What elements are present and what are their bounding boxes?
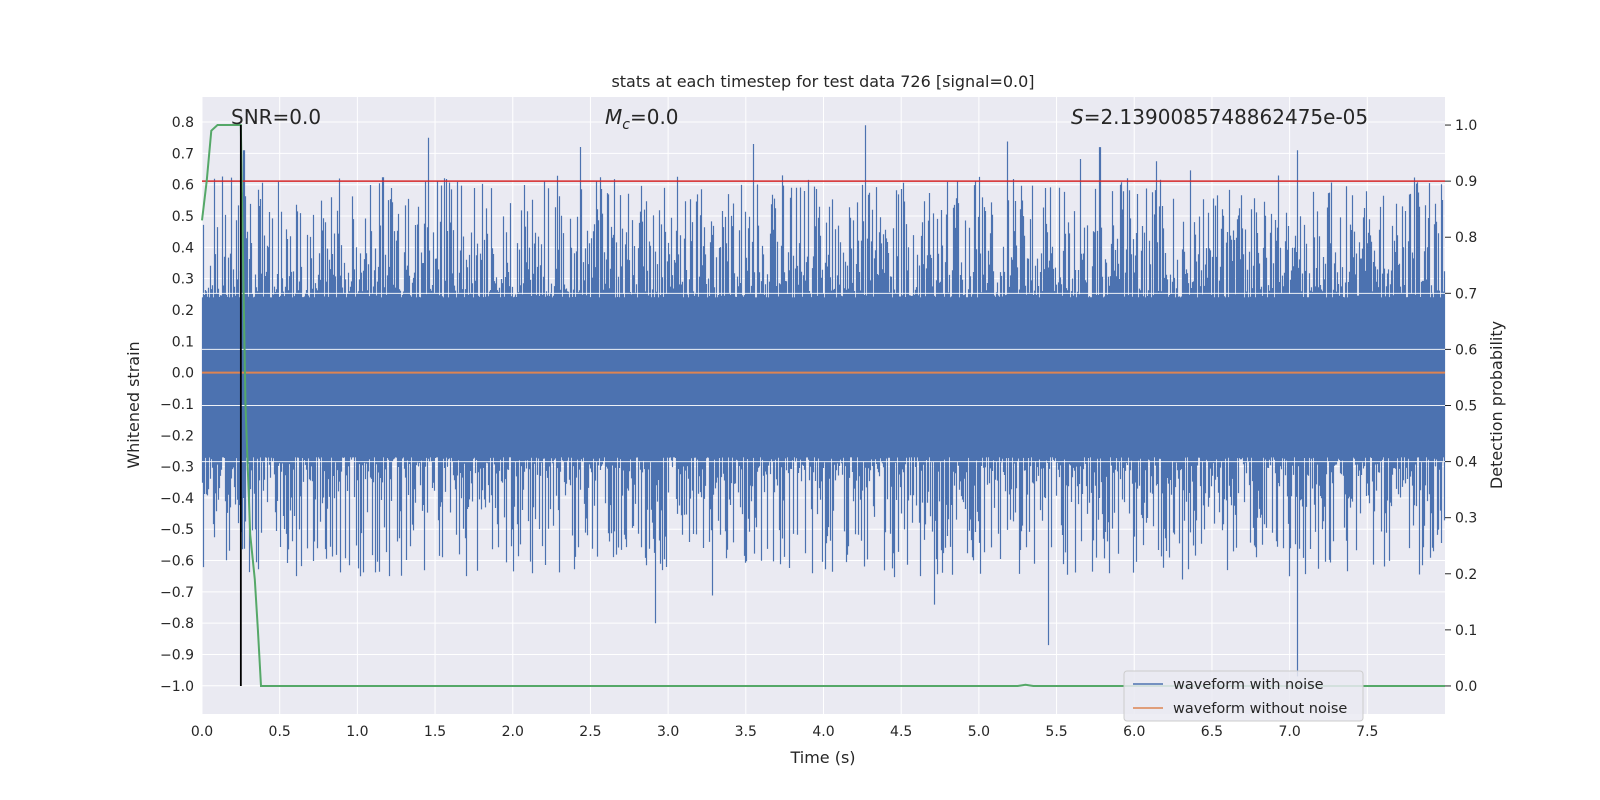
y2-tick-label: 0.9 <box>1455 174 1477 190</box>
y-tick-label: −0.3 <box>160 460 194 476</box>
y2-tick-label: 0.3 <box>1455 511 1477 527</box>
y2-tick-label: 0.1 <box>1455 623 1477 639</box>
lines <box>201 124 1445 687</box>
y2-tick-label: 0.4 <box>1455 455 1477 471</box>
x-tick-label: 3.5 <box>735 724 757 740</box>
y-axis-label: Whitened strain <box>124 341 143 468</box>
y2-tick-label: 0.5 <box>1455 399 1477 415</box>
s-value: =2.1390085748862475e-05 <box>1084 105 1368 129</box>
chirp-mass-subscript: c <box>622 117 630 133</box>
x-tick-label: 1.5 <box>424 724 446 740</box>
y-tick-label: −0.6 <box>160 554 194 570</box>
y-tick-label: −1.0 <box>160 679 194 695</box>
x-tick-label: 3.0 <box>657 724 679 740</box>
y2-axis-label: Detection probability <box>1487 321 1506 489</box>
y-tick-label: −0.1 <box>160 397 194 413</box>
chirp-mass-value: =0.0 <box>630 105 679 129</box>
waveform-with-noise-series <box>201 125 1446 677</box>
x-tick-label: 7.5 <box>1356 724 1378 740</box>
chart-title: stats at each timestep for test data 726… <box>611 72 1034 91</box>
y2-tick-label: 0.7 <box>1455 286 1477 302</box>
x-tick-label: 4.5 <box>890 724 912 740</box>
x-tick-label: 2.0 <box>502 724 524 740</box>
y-tick-label: −0.7 <box>160 585 194 601</box>
y2-tick-label: 0.6 <box>1455 342 1477 358</box>
y-tick-label: 0.0 <box>172 366 194 382</box>
y-tick-label: 0.5 <box>172 209 194 225</box>
y2-tick-label: 0.0 <box>1455 679 1477 695</box>
legend-label-clean: waveform without noise <box>1173 701 1347 717</box>
x-tick-label: 5.0 <box>968 724 990 740</box>
y-tick-label: −0.9 <box>160 647 194 663</box>
y-tick-label: −0.4 <box>160 491 194 507</box>
x-tick-label: 2.5 <box>579 724 601 740</box>
y-tick-label: −0.2 <box>160 428 194 444</box>
x-tick-label: 0.5 <box>269 724 291 740</box>
y-tick-label: 0.4 <box>172 240 194 256</box>
y2-tick-label: 0.2 <box>1455 567 1477 583</box>
s-annotation: S=2.1390085748862475e-05 <box>1071 105 1368 129</box>
legend: waveform with noise waveform without noi… <box>1123 670 1364 722</box>
legend-label-noise: waveform with noise <box>1173 677 1324 693</box>
y-tick-label: 0.7 <box>172 146 194 162</box>
y-tick-label: 0.2 <box>172 303 194 319</box>
y-tick-label: −0.5 <box>160 522 194 538</box>
x-tick-label: 4.0 <box>812 724 834 740</box>
y-tick-label: 0.1 <box>172 334 194 350</box>
y2-tick-label: 1.0 <box>1455 118 1477 134</box>
x-tick-label: 6.0 <box>1123 724 1145 740</box>
x-tick-label: 6.5 <box>1201 724 1223 740</box>
y-tick-label: −0.8 <box>160 616 194 632</box>
waveform-with-noise-core <box>202 297 1445 458</box>
ticks: 0.0 0.5 1.0 1.5 2.0 2.5 3.0 3.5 4.0 4.5 5.0 5.5 6.0 6… <box>160 115 1477 740</box>
chirp-mass-symbol: M <box>605 105 622 129</box>
x-axis-label: Time (s) <box>789 748 855 767</box>
legend-box <box>1123 670 1364 722</box>
x-tick-label: 5.5 <box>1045 724 1067 740</box>
x-tick-label: 7.0 <box>1278 724 1300 740</box>
y2-tick-label: 0.8 <box>1455 230 1477 246</box>
x-tick-label: 1.0 <box>346 724 368 740</box>
y-tick-label: 0.3 <box>172 272 194 288</box>
y-tick-label: 0.6 <box>172 178 194 194</box>
snr-annotation: SNR=0.0 <box>231 105 321 129</box>
y-tick-label: 0.8 <box>172 115 194 131</box>
detection-probability-line <box>201 124 1445 687</box>
x-tick-label: 0.0 <box>191 724 213 740</box>
chirp-mass-annotation: Mc=0.0 <box>605 105 679 133</box>
s-symbol: S <box>1071 105 1084 129</box>
